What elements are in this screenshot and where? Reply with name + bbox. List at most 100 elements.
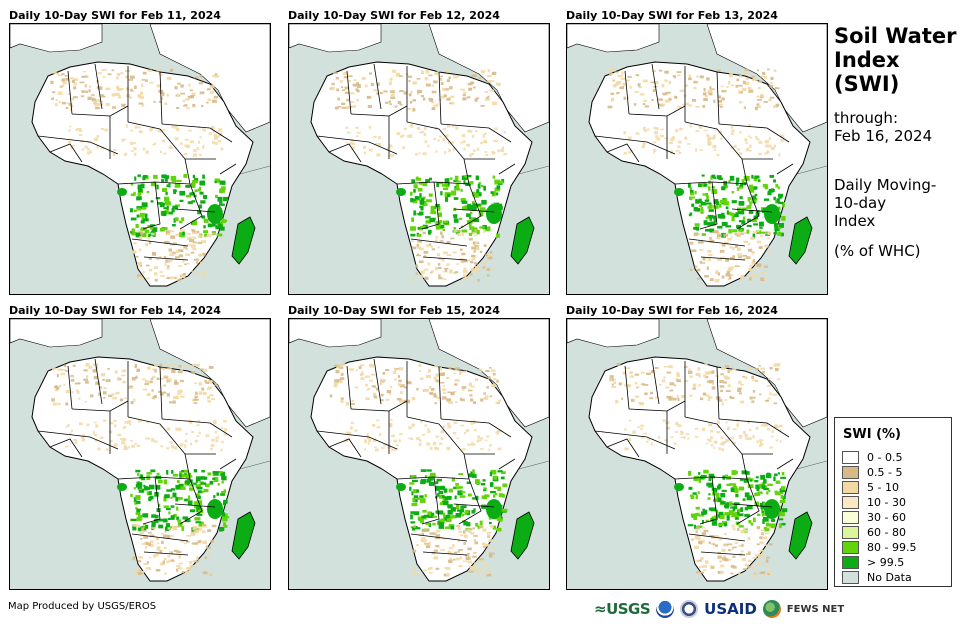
wet-patch <box>185 184 191 188</box>
dry-patch <box>489 524 494 528</box>
dry-patch <box>121 103 126 107</box>
dry-patch <box>698 566 703 568</box>
dry-patch <box>634 381 638 385</box>
dry-patch <box>676 71 682 73</box>
wet-patch <box>136 482 143 486</box>
wet-patch <box>737 508 742 512</box>
dry-patch <box>92 369 97 373</box>
dry-patch <box>472 555 477 558</box>
wet-patch <box>754 193 758 197</box>
dry-patch <box>759 439 764 442</box>
wet-patch <box>448 524 455 528</box>
dry-patch <box>701 262 706 264</box>
dry-patch <box>736 148 740 151</box>
dry-patch <box>389 81 392 85</box>
dry-patch <box>337 105 342 108</box>
wet-patch <box>741 220 746 225</box>
dry-patch <box>165 230 171 234</box>
state-seal-icon <box>680 600 699 618</box>
wet-patch <box>220 493 225 496</box>
dry-patch <box>467 443 472 446</box>
dry-patch <box>452 369 458 372</box>
wet-patch <box>428 231 431 235</box>
dry-patch <box>439 372 444 377</box>
dry-patch <box>484 151 488 153</box>
wet-patch <box>203 488 209 493</box>
dry-patch <box>147 531 152 534</box>
dry-patch <box>198 382 203 386</box>
dry-patch <box>742 254 747 257</box>
dry-patch <box>717 426 720 429</box>
dry-patch <box>712 136 716 140</box>
wet-patch <box>172 205 178 210</box>
dry-patch <box>725 421 728 424</box>
dry-patch <box>447 551 452 555</box>
wet-patch <box>175 496 178 502</box>
dry-patch <box>112 396 117 400</box>
dry-patch <box>472 241 476 245</box>
dry-patch <box>213 133 217 137</box>
wet-patch <box>689 196 696 199</box>
wet-patch <box>781 495 786 500</box>
wet-patch <box>731 191 735 194</box>
wet-patch <box>754 480 759 483</box>
dry-patch <box>500 149 505 153</box>
wet-patch <box>221 512 226 517</box>
dry-patch <box>413 572 418 576</box>
wet-patch <box>141 207 147 210</box>
wet-patch <box>444 526 451 529</box>
wet-patch <box>489 471 492 477</box>
dry-patch <box>653 152 656 155</box>
dry-patch <box>659 383 662 386</box>
wet-patch <box>413 511 420 516</box>
dry-patch <box>431 101 435 104</box>
dry-patch <box>433 80 438 84</box>
dry-patch <box>446 97 451 101</box>
dry-patch <box>759 554 764 557</box>
wet-patch <box>423 514 430 518</box>
wet-patch <box>689 187 692 192</box>
wet-patch <box>473 508 476 513</box>
dry-patch <box>153 440 158 443</box>
dry-patch <box>474 229 477 232</box>
dry-patch <box>654 135 659 138</box>
dry-patch <box>111 106 117 109</box>
wet-patch <box>718 203 722 208</box>
dry-patch <box>419 439 422 443</box>
dry-patch <box>462 277 467 280</box>
wet-patch <box>217 470 223 474</box>
dry-patch <box>628 437 632 442</box>
dry-patch <box>701 527 706 529</box>
dry-patch <box>166 447 170 450</box>
dry-patch <box>778 425 782 428</box>
dry-patch <box>428 541 431 546</box>
dry-patch <box>396 397 402 401</box>
dry-patch <box>145 79 148 82</box>
wet-patch <box>762 183 767 188</box>
wet-patch <box>453 179 459 183</box>
dry-patch <box>143 535 148 539</box>
wet-patch <box>438 519 443 522</box>
wet-patch <box>778 518 784 521</box>
dry-patch <box>718 104 721 108</box>
dry-patch <box>125 69 130 73</box>
dry-patch <box>158 390 162 393</box>
dry-patch <box>473 262 478 265</box>
wet-patch <box>171 224 176 227</box>
wet-patch <box>411 491 414 496</box>
wet-patch <box>203 225 206 229</box>
wet-patch <box>135 469 141 473</box>
dry-patch <box>493 378 497 381</box>
wet-patch <box>724 474 728 479</box>
dry-patch <box>185 253 190 256</box>
dry-patch <box>724 399 727 401</box>
dry-patch <box>175 526 178 528</box>
dry-patch <box>760 571 766 574</box>
dry-patch <box>387 445 392 449</box>
wet-patch <box>723 180 728 186</box>
dry-patch <box>121 441 126 445</box>
dry-patch <box>197 241 202 244</box>
dry-patch <box>159 363 163 366</box>
wet-patch <box>698 472 701 475</box>
dry-patch <box>371 373 376 376</box>
